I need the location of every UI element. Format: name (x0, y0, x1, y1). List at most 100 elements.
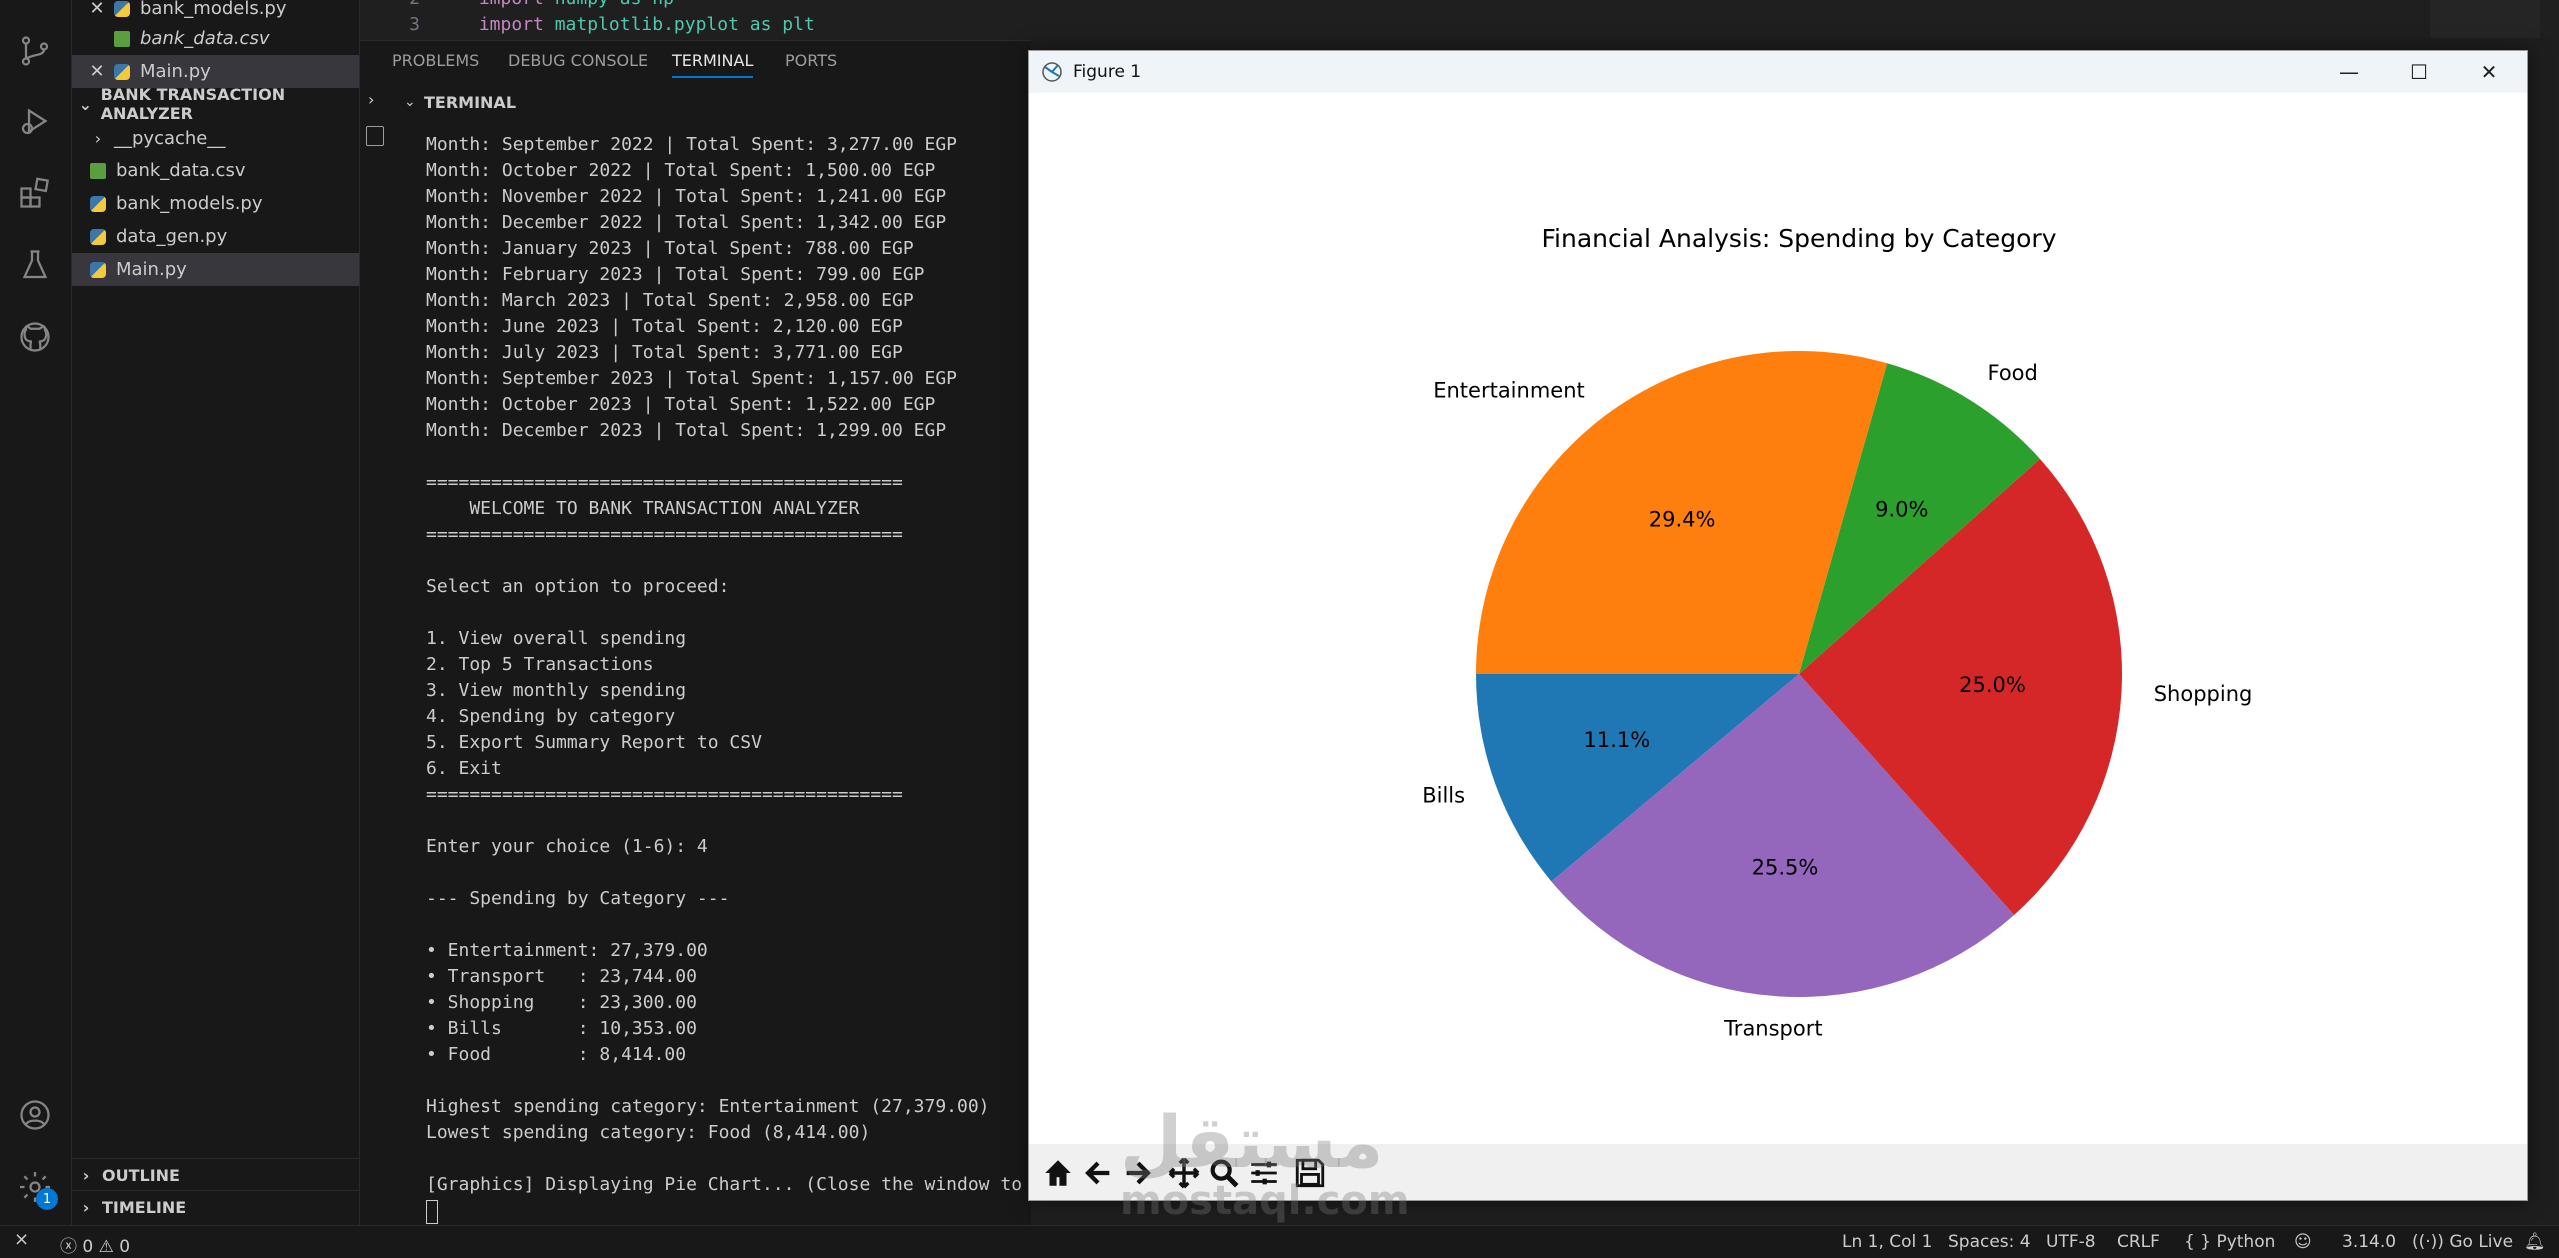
go-live-button[interactable]: ((·)) Go Live (2412, 1232, 2514, 1252)
pie-category-label: Transport (1723, 1016, 1823, 1040)
terminal-line: • Shopping : 23,300.00 (426, 992, 697, 1013)
tree-file-main[interactable]: Main.py (72, 253, 359, 286)
extensions-icon[interactable] (14, 172, 56, 214)
github-icon[interactable] (14, 316, 56, 358)
tab-problems[interactable]: PROBLEMS (392, 51, 480, 70)
testing-flask-icon[interactable] (14, 244, 56, 286)
terminal-list-icon[interactable] (366, 126, 384, 146)
code-editor[interactable]: 2 import numpy as np 3 import matplotlib… (360, 0, 2559, 38)
terminal-line: ========================================… (426, 472, 903, 493)
pie-percent-label: 29.4% (1649, 507, 1716, 531)
terminal-line: • Food : 8,414.00 (426, 1044, 687, 1065)
open-editor-bank-data[interactable]: bank_data.csv (72, 22, 359, 55)
save-disk-icon[interactable] (1293, 1156, 1327, 1190)
chevron-down-icon: ⌄ (78, 94, 93, 114)
project-folder-header[interactable]: ⌄ BANK TRANSACTION ANALYZER (78, 85, 286, 123)
chevron-down-icon: ⌄ (404, 94, 416, 110)
pie-category-label: Entertainment (1433, 379, 1585, 403)
close-icon[interactable]: ✕ (89, 0, 105, 19)
python-version[interactable]: 3.14.0 (2342, 1232, 2397, 1252)
terminal-line: WELCOME TO BANK TRANSACTION ANALYZER (426, 498, 860, 519)
terminal-line: Month: September 2022 | Total Spent: 3,2… (426, 134, 958, 155)
pie-category-label: Bills (1422, 783, 1465, 807)
tab-terminal[interactable]: TERMINAL (672, 51, 754, 78)
tree-file-data-gen[interactable]: data_gen.py (72, 220, 359, 253)
back-arrow-icon[interactable] (1081, 1156, 1115, 1190)
terminal-line: ========================================… (426, 524, 903, 545)
terminal-line: Month: July 2023 | Total Spent: 3,771.00… (426, 342, 903, 363)
pie-slice-bills (1476, 674, 1799, 882)
terminal-line: • Bills : 10,353.00 (426, 1018, 697, 1039)
figure-window[interactable]: Figure 1 — ☐ ✕ Financial Analysis: Spend… (1028, 50, 2528, 1201)
figure-title-bar[interactable]: Figure 1 — ☐ ✕ (1029, 51, 2527, 93)
tree-file-bank-models[interactable]: bank_models.py (72, 187, 359, 220)
terminal-line: Month: November 2022 | Total Spent: 1,24… (426, 186, 947, 207)
tree-folder-pycache[interactable]: › __pycache__ (72, 122, 359, 155)
terminal-line: Enter your choice (1-6): 4 (426, 836, 708, 857)
chevron-right-icon[interactable]: › (368, 90, 375, 109)
watermark-text: mostaql.com (1120, 1178, 1410, 1224)
terminal-line: Month: October 2022 | Total Spent: 1,500… (426, 160, 936, 181)
explorer-sidebar: ✕ bank_models.py bank_data.csv ✕ Main.py… (72, 0, 360, 1225)
matplotlib-logo-icon (1041, 61, 1063, 83)
terminal-line: 2. Top 5 Transactions (426, 654, 654, 675)
maximize-button[interactable]: ☐ (2410, 60, 2428, 84)
timeline-section-header[interactable]: › TIMELINE (72, 1190, 359, 1223)
end-of-line[interactable]: CRLF (2117, 1232, 2160, 1252)
zoom-magnifier-icon[interactable] (1207, 1156, 1241, 1190)
forward-arrow-icon[interactable] (1121, 1156, 1155, 1190)
tab-debug-console[interactable]: DEBUG CONSOLE (508, 51, 649, 70)
source-control-icon[interactable] (14, 30, 56, 72)
pie-slice-transport (1551, 674, 2015, 997)
open-editor-main[interactable]: ✕ Main.py (72, 55, 359, 88)
encoding[interactable]: UTF-8 (2046, 1232, 2096, 1252)
terminal-line: Month: February 2023 | Total Spent: 799.… (426, 264, 925, 285)
python-file-icon (90, 195, 106, 212)
close-icon[interactable]: ✕ (89, 61, 105, 82)
python-file-icon (114, 0, 130, 17)
code-line: 2 import numpy as np (360, 0, 674, 9)
open-editor-bank-models[interactable]: ✕ bank_models.py (72, 0, 359, 25)
terminal-line: ========================================… (426, 784, 903, 805)
settings-update-badge: 1 (36, 1188, 58, 1210)
pie-slice-shopping (1799, 458, 2122, 915)
configure-subplots-icon[interactable] (1247, 1156, 1281, 1190)
notifications-bell-icon[interactable]: 🔔︎ (2524, 1232, 2546, 1252)
account-icon[interactable] (14, 1094, 56, 1136)
terminal-line: 1. View overall spending (426, 628, 687, 649)
language-mode[interactable]: { } Python (2184, 1232, 2276, 1252)
code-line: 3 import matplotlib.pyplot as plt (409, 14, 815, 35)
outline-section-header[interactable]: › OUTLINE (72, 1158, 359, 1191)
pan-move-icon[interactable] (1167, 1156, 1201, 1190)
terminal-line: Month: January 2023 | Total Spent: 788.0… (426, 238, 914, 259)
terminal-line: • Entertainment: 27,379.00 (426, 940, 708, 961)
tree-file-bank-data[interactable]: bank_data.csv (72, 154, 359, 187)
terminal-line: Month: October 2023 | Total Spent: 1,522… (426, 394, 936, 415)
terminal-line: 4. Spending by category (426, 706, 676, 727)
problems-indicator[interactable]: ⓧ 0 ⚠ 0 (60, 1237, 131, 1257)
minimap[interactable] (2430, 0, 2540, 38)
broadcast-icon: ((·)) (2412, 1232, 2444, 1252)
terminal-cursor (426, 1200, 438, 1224)
terminal-line: --- Spending by Category --- (426, 888, 730, 909)
terminal-output[interactable]: Month: September 2022 | Total Spent: 3,2… (390, 122, 1031, 1225)
home-icon[interactable] (1041, 1156, 1075, 1190)
indentation[interactable]: Spaces: 4 (1948, 1232, 2031, 1252)
close-window-button[interactable]: ✕ (2480, 60, 2498, 84)
terminal-line: 5. Export Summary Report to CSV (426, 732, 762, 753)
chevron-right-icon: › (94, 129, 102, 148)
python-file-icon (90, 228, 106, 245)
terminal-line: Lowest spending category: Food (8,414.00… (426, 1122, 871, 1143)
terminal-header[interactable]: ⌄ TERMINAL (390, 84, 1031, 122)
pie-slice-entertainment (1476, 351, 1888, 674)
terminal-line: • Transport : 23,744.00 (426, 966, 697, 987)
error-icon: ⓧ (60, 1237, 77, 1257)
copilot-icon[interactable]: ☺ (2294, 1232, 2312, 1252)
settings-gear-icon[interactable] (14, 1166, 56, 1208)
chevron-right-icon: › (82, 1197, 90, 1217)
tab-ports[interactable]: PORTS (785, 51, 838, 70)
run-debug-icon[interactable] (14, 100, 56, 142)
cursor-position[interactable]: Ln 1, Col 1 (1842, 1232, 1933, 1252)
minimize-button[interactable]: — (2339, 60, 2359, 84)
remote-icon[interactable]: ⨯ (14, 1229, 30, 1250)
